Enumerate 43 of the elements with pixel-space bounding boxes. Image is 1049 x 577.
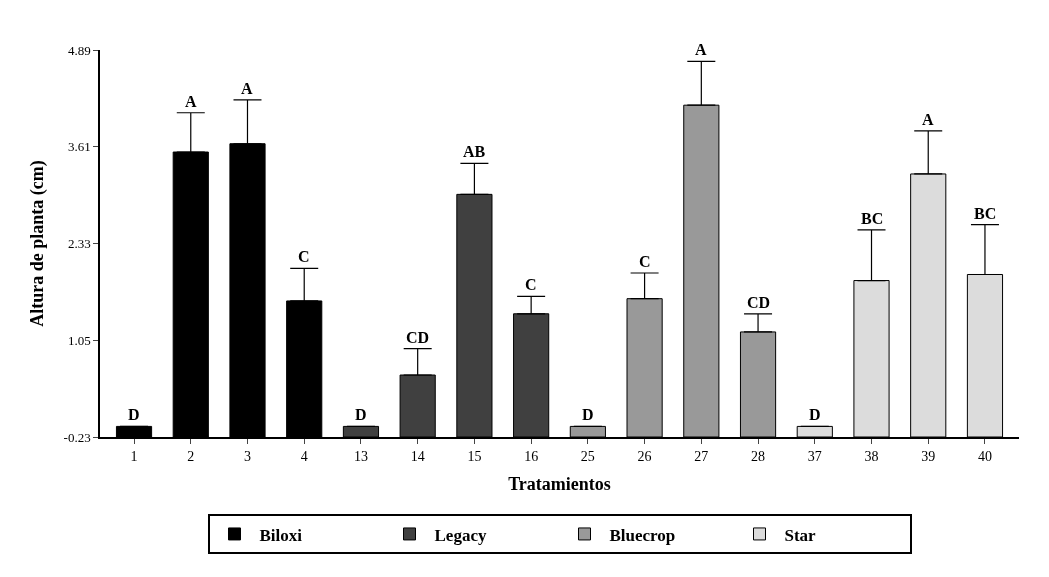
x-tick-label: 1 bbox=[130, 448, 138, 464]
legend-label: Star bbox=[784, 525, 817, 545]
y-tick-label: 1.05 bbox=[67, 332, 91, 348]
x-tick-label: 15 bbox=[467, 448, 482, 464]
x-tick-label: 2 bbox=[187, 448, 195, 464]
x-tick-label: 13 bbox=[353, 448, 368, 464]
annotation: D bbox=[582, 406, 594, 423]
y-tick-label: 4.89 bbox=[67, 42, 91, 58]
annotation: A bbox=[695, 41, 707, 58]
annotation: D bbox=[128, 406, 140, 423]
annotation: AB bbox=[463, 143, 486, 160]
annotation: D bbox=[809, 406, 821, 423]
x-tick-label: 38 bbox=[864, 448, 879, 464]
annotation: A bbox=[922, 111, 934, 128]
x-tick-label: 39 bbox=[921, 448, 936, 464]
x-tick-label: 14 bbox=[410, 448, 425, 464]
legend-label: Bluecrop bbox=[609, 525, 676, 545]
annotation: CD bbox=[406, 329, 430, 346]
x-tick-label: 37 bbox=[807, 448, 822, 464]
y-axis-title: Altura de planta (cm) bbox=[27, 160, 49, 327]
x-tick-label: 40 bbox=[977, 448, 992, 464]
x-axis-title: Tratamientos bbox=[508, 474, 611, 495]
annotation: BC bbox=[974, 205, 997, 222]
annotation: BC bbox=[861, 210, 884, 227]
legend-label: Legacy bbox=[434, 525, 487, 545]
y-tick-label: 2.33 bbox=[67, 236, 91, 252]
x-tick-label: 4 bbox=[300, 448, 308, 464]
annotation: A bbox=[185, 93, 197, 110]
y-tick-label: -0.23 bbox=[63, 429, 91, 445]
annotation: D bbox=[355, 406, 367, 423]
y-tick-label: 3.61 bbox=[67, 139, 91, 155]
annotation: C bbox=[525, 276, 537, 293]
legend-label: Biloxi bbox=[259, 525, 303, 545]
x-tick-label: 16 bbox=[524, 448, 539, 464]
annotation: C bbox=[298, 248, 310, 265]
annotation: C bbox=[639, 253, 651, 270]
x-tick-label: 3 bbox=[243, 448, 251, 464]
x-tick-label: 25 bbox=[580, 448, 595, 464]
x-tick-label: 27 bbox=[694, 448, 709, 464]
annotation: A bbox=[241, 80, 253, 97]
x-tick-label: 28 bbox=[751, 448, 766, 464]
annotation: CD bbox=[747, 294, 771, 311]
x-tick-label: 26 bbox=[637, 448, 652, 464]
